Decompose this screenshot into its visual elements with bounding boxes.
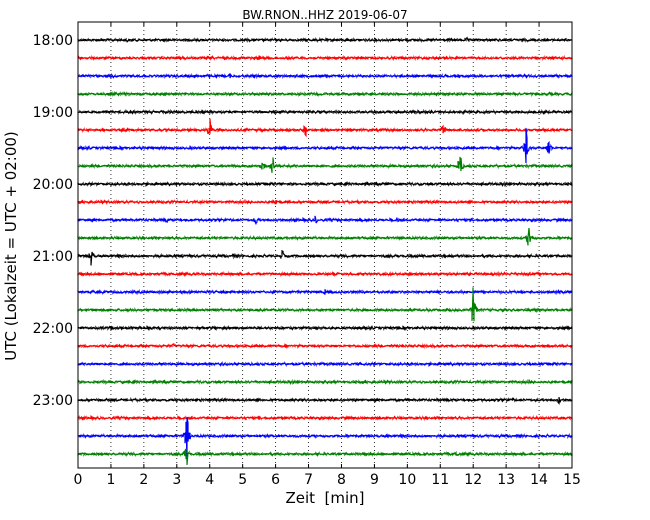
- y-tick-label: 22:00: [33, 321, 73, 337]
- trace-line: [77, 227, 573, 246]
- trace-line: [77, 287, 573, 322]
- y-tick-label: 19:00: [33, 105, 73, 121]
- trace-line: [77, 36, 573, 44]
- trace-line: [77, 128, 573, 164]
- y-axis-label: UTC (Lokalzeit = UTC + 02:00): [2, 131, 20, 361]
- x-tick-label: 10: [398, 472, 416, 488]
- trace-group: [77, 36, 573, 465]
- trace-line: [77, 448, 573, 465]
- trace-line: [77, 156, 573, 173]
- plot-frame: [77, 21, 573, 469]
- x-axis: 0 1 2 3 4 5 6 7 8 9 10 11 12 13 14 15: [74, 22, 581, 488]
- trace-line: [77, 180, 573, 188]
- trace-line: [77, 342, 573, 350]
- trace-line: [77, 108, 573, 116]
- x-tick-label: 8: [337, 472, 346, 488]
- x-tick-label: 9: [370, 472, 379, 488]
- trace-line: [77, 198, 573, 206]
- trace-line: [77, 90, 573, 98]
- x-tick-label: 12: [464, 472, 482, 488]
- y-tick-label: 18:00: [33, 33, 73, 49]
- x-tick-label: 11: [431, 472, 449, 488]
- x-tick-label: 6: [271, 472, 280, 488]
- trace-line: [77, 416, 573, 461]
- y-tick-label: 23:00: [33, 393, 73, 409]
- y-tick-label: 20:00: [33, 177, 73, 193]
- trace-line: [77, 360, 573, 368]
- x-tick-label: 0: [74, 472, 83, 488]
- x-tick-label: 2: [139, 472, 148, 488]
- trace-line: [77, 396, 573, 405]
- x-tick-label: 7: [304, 472, 313, 488]
- trace-line: [77, 215, 573, 225]
- trace-line: [77, 288, 573, 296]
- y-axis: 18:00 19:00 20:00 21:00 22:00 23:00: [33, 33, 572, 409]
- trace-line: [77, 270, 573, 278]
- trace-line: [77, 324, 573, 331]
- y-tick-label: 21:00: [33, 249, 73, 265]
- x-tick-label: 3: [172, 472, 181, 488]
- trace-line: [77, 378, 573, 386]
- x-tick-label: 1: [106, 472, 115, 488]
- x-tick-label: 4: [205, 472, 214, 488]
- trace-line: [77, 72, 573, 80]
- x-tick-label: 13: [497, 472, 515, 488]
- x-tick-label: 15: [563, 472, 581, 488]
- trace-line: [77, 414, 573, 422]
- trace-line: [77, 54, 573, 62]
- trace-line: [77, 118, 573, 138]
- chart-title: BW.RNON..HHZ 2019-06-07: [242, 8, 407, 22]
- x-axis-label: Zeit [min]: [285, 489, 364, 507]
- plot-area: [78, 22, 572, 468]
- x-tick-label: 5: [238, 472, 247, 488]
- x-tick-label: 14: [530, 472, 548, 488]
- trace-line: [77, 249, 573, 266]
